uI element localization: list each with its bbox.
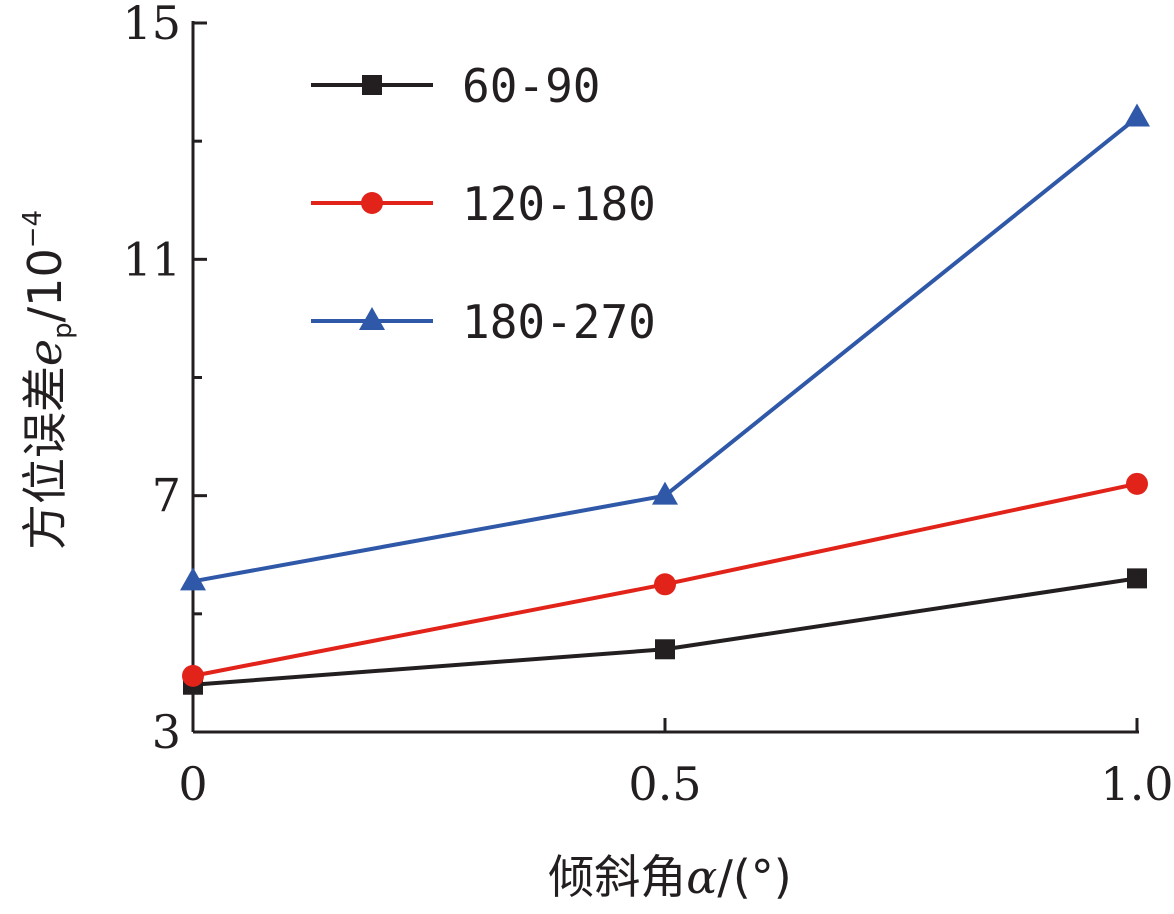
- y-axis-ticks: 3 7 11 15: [122, 0, 207, 759]
- legend: 60-90 120-180 180-270: [311, 59, 656, 349]
- x-tick-label: 0: [178, 757, 207, 811]
- x-axis-title-suffix: /(°): [717, 850, 791, 904]
- data-point: [1126, 472, 1148, 495]
- legend-item: 60-90: [311, 59, 600, 113]
- x-axis-title-prefix: 倾斜角: [548, 850, 686, 904]
- y-axis-title-symbol: e: [18, 339, 72, 366]
- data-point: [1124, 103, 1150, 127]
- data-point: [654, 573, 676, 596]
- y-axis-title-subscript: p: [48, 322, 78, 339]
- legend-swatch-marker: [362, 75, 382, 95]
- y-tick-label: 7: [152, 469, 181, 523]
- data-point: [1127, 568, 1147, 589]
- y-axis-title-prefix: 方位误差: [18, 366, 72, 550]
- legend-swatch-marker: [359, 307, 385, 330]
- data-point: [655, 639, 675, 660]
- data-point: [180, 567, 206, 591]
- data-point: [652, 481, 678, 505]
- x-tick-label: 0.5: [628, 757, 701, 811]
- axes: 3 7 11 15 0 0.5 1.0: [122, 0, 1173, 811]
- legend-swatch-marker: [361, 192, 383, 214]
- y-tick-label: 11: [122, 232, 181, 286]
- x-axis-ticks: 0 0.5 1.0: [178, 718, 1174, 811]
- x-axis-title: 倾斜角α/(°): [548, 850, 791, 904]
- data-point: [182, 664, 204, 687]
- y-tick-label: 15: [122, 0, 181, 50]
- series-180-270: [180, 103, 1150, 591]
- legend-item: 180-270: [311, 295, 656, 349]
- y-axis-title-exponent: −4: [18, 210, 48, 248]
- x-axis-title-symbol: α: [686, 850, 717, 904]
- y-axis-title: 方位误差ep/10−4: [18, 210, 78, 550]
- series-line: [192, 115, 1139, 584]
- series-layer: [180, 103, 1150, 695]
- legend-label: 120-180: [462, 177, 656, 231]
- legend-label: 180-270: [462, 295, 656, 349]
- x-tick-label: 1.0: [1100, 757, 1173, 811]
- legend-item: 120-180: [311, 177, 656, 231]
- legend-label: 60-90: [462, 59, 600, 113]
- series-120-180: [182, 472, 1148, 687]
- y-tick-label: 3: [152, 705, 181, 759]
- y-axis-title-unit: /10: [18, 248, 72, 322]
